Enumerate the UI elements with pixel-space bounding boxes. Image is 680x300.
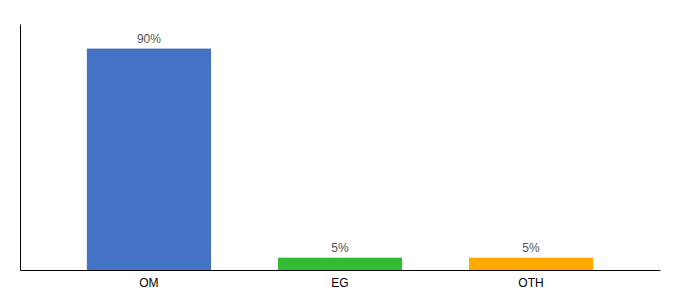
x-axis: OM EG OTH [21,270,661,290]
x-tick: EG [331,270,348,290]
x-tick-label: OTH [518,276,543,290]
bar [87,49,211,270]
y-axis [20,25,21,271]
data-label: 5% [331,241,349,255]
chart: OM EG OTH 90% 5% 5% [0,0,680,300]
plot: OM EG OTH 90% 5% 5% [21,25,661,290]
x-tick: OM [139,270,158,290]
bar [469,258,593,270]
x-tick: OTH [518,270,543,290]
data-label: 5% [522,241,540,255]
x-tick-label: OM [139,276,158,290]
bars [87,49,593,270]
data-labels: 90% 5% 5% [137,32,540,255]
data-label: 90% [137,32,161,46]
bar [278,258,402,270]
y-axis-line [20,25,21,271]
x-tick-label: EG [331,276,348,290]
x-axis-line [21,270,661,271]
